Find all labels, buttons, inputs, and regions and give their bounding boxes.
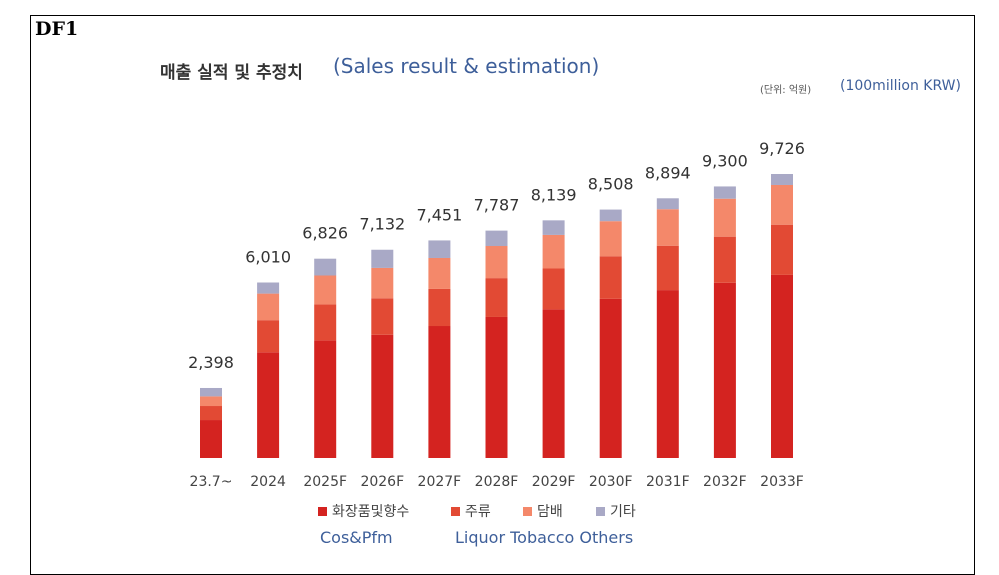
data-label: 2,398	[188, 353, 234, 372]
bar-segment-others	[428, 240, 451, 258]
bar-segment-liquor	[713, 236, 736, 283]
bar-segment-tobacco	[542, 234, 565, 269]
bar-segment-liquor	[485, 278, 508, 317]
bar-segment-tobacco	[200, 396, 222, 407]
legend-translation-cosmetics: Cos&Pfm	[320, 528, 393, 547]
data-label: 7,132	[359, 215, 405, 234]
bar-segment-tobacco	[713, 198, 736, 237]
bar-segment-cosmetics	[656, 290, 679, 458]
chart-title: 매출 실적 및 추정치	[160, 63, 303, 83]
data-label: 8,139	[531, 185, 577, 204]
legend-label-liquor: 주류	[465, 504, 491, 520]
legend-swatch-others	[596, 507, 605, 516]
bar-segment-cosmetics	[713, 282, 736, 458]
x-tick-label: 2030F	[589, 474, 633, 490]
bar-segment-cosmetics	[542, 309, 565, 458]
bar-segment-tobacco	[656, 209, 679, 246]
x-tick-label: 2027F	[418, 474, 462, 490]
bar-segment-tobacco	[771, 184, 793, 225]
data-label: 9,726	[759, 139, 805, 158]
bar-segment-liquor	[771, 224, 793, 275]
x-tick-label: 23.7~	[190, 474, 233, 490]
bar-segment-others	[257, 282, 280, 294]
unit-label-translation: (100million KRW)	[840, 78, 961, 94]
data-label: 7,451	[416, 205, 462, 224]
data-label: 7,787	[474, 196, 520, 215]
bar-segment-cosmetics	[200, 420, 222, 458]
data-label: 9,300	[702, 151, 748, 170]
legend-swatch-tobacco	[523, 507, 532, 516]
bar-segment-cosmetics	[371, 334, 394, 458]
bar-segment-others	[485, 230, 508, 247]
legend-label-cosmetics: 화장품및향수	[332, 504, 409, 520]
stacked-bar-chart: 2,398 23.7~ 6,010 2024 6,826 2025F 7,132 2026F 7…	[188, 139, 805, 520]
bar-segment-cosmetics	[257, 352, 280, 458]
bar-segment-cosmetics	[428, 326, 451, 458]
bar-segment-liquor	[257, 320, 280, 353]
unit-label: (단위: 억원)	[760, 85, 812, 96]
x-tick-label: 2026F	[360, 474, 404, 490]
chart-title-translation: (Sales result & estimation)	[333, 54, 600, 78]
bar-segment-others	[200, 387, 222, 397]
x-tick-label: 2032F	[703, 474, 747, 490]
bar-segment-tobacco	[428, 257, 451, 289]
bar-segment-tobacco	[371, 267, 394, 299]
bar-segment-cosmetics	[485, 316, 508, 458]
x-tick-label: 2024	[250, 474, 286, 490]
bar-segment-liquor	[599, 256, 622, 299]
bar-segment-liquor	[656, 245, 679, 291]
bar-segment-cosmetics	[599, 298, 622, 458]
bar-segment-liquor	[542, 268, 565, 310]
x-tick-label: 2033F	[760, 474, 804, 490]
x-tick-label: 2029F	[532, 474, 576, 490]
bar-segment-tobacco	[257, 293, 280, 321]
data-label: 6,826	[302, 224, 348, 243]
bar-segment-others	[542, 220, 565, 235]
legend-swatch-cosmetics	[318, 507, 327, 516]
bar-segment-tobacco	[485, 246, 508, 279]
x-tick-label: 2025F	[303, 474, 347, 490]
bar-segment-liquor	[200, 406, 222, 421]
bar-segment-others	[314, 258, 337, 276]
bar-segment-cosmetics	[771, 274, 793, 458]
legend-translation-others: Liquor Tobacco Others	[455, 528, 634, 547]
bar-segment-others	[371, 249, 394, 268]
bar-segment-tobacco	[599, 221, 622, 257]
figure-tag: DF1	[35, 18, 79, 40]
x-tick-label: 2028F	[475, 474, 519, 490]
bar-segment-liquor	[371, 298, 394, 335]
bar-segment-others	[599, 209, 622, 222]
x-tick-label: 2031F	[646, 474, 690, 490]
data-label: 8,894	[645, 163, 691, 182]
bar-segment-liquor	[314, 304, 337, 341]
bar-segment-others	[771, 174, 793, 185]
bar-segment-liquor	[428, 288, 451, 327]
bar-segment-others	[713, 186, 736, 199]
bar-segment-others	[656, 198, 679, 210]
legend-label-others: 기타	[610, 504, 636, 520]
data-label: 6,010	[245, 248, 291, 267]
bar-segment-cosmetics	[314, 340, 337, 458]
bar-segment-tobacco	[314, 275, 337, 305]
legend-label-tobacco: 담배	[537, 504, 563, 520]
legend-swatch-liquor	[451, 507, 460, 516]
data-label: 8,508	[588, 175, 634, 194]
